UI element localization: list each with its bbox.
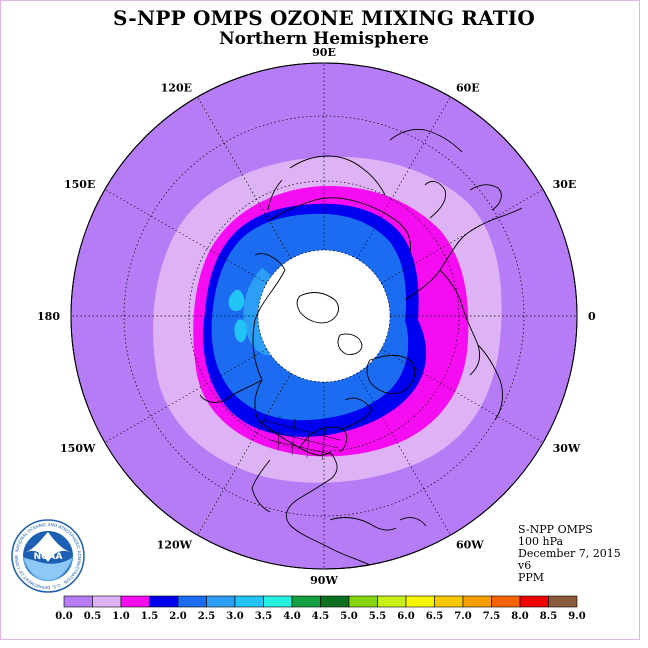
ozone-band-3-0 — [228, 289, 245, 312]
meridian-line — [104, 189, 268, 284]
colorbar-swatch — [291, 595, 321, 608]
colorbar-swatch — [177, 595, 207, 608]
colorbar-label: 7.5 — [483, 611, 500, 622]
colorbar-label: 4.5 — [312, 611, 329, 622]
colorbar-label: 8.0 — [511, 611, 528, 622]
longitude-label: 120E — [161, 81, 192, 94]
colorbar-swatch — [120, 595, 150, 608]
colorbar-swatch — [92, 595, 122, 608]
meridian-line — [356, 372, 451, 536]
colorbar-swatch — [462, 595, 492, 608]
noaa-logo: NOAA NATIONAL OCEANIC AND ATMOSPHERIC AD… — [10, 518, 85, 593]
colorbar-label: 0.5 — [84, 611, 101, 622]
colorbar-label: 4.0 — [283, 611, 300, 622]
colorbar-label: 5.0 — [340, 611, 357, 622]
colorbar-swatch — [491, 595, 521, 608]
info-instrument: S-NPP OMPS — [518, 523, 593, 536]
longitude-label: 150E — [64, 178, 95, 191]
political-boundaries — [261, 414, 341, 461]
colorbar-label: 2.0 — [169, 611, 186, 622]
colorbar-label: 1.0 — [112, 611, 129, 622]
longitude-label: 180 — [37, 310, 60, 323]
map-info: S-NPP OMPS 100 hPa December 7, 2015 v6 P… — [518, 524, 621, 584]
longitude-label: 150W — [60, 442, 96, 455]
meridian-line — [197, 96, 292, 260]
longitude-labels: 90E 60E 30E 0 30W 60W 90W 120W 150W 180 150E 120E — [37, 46, 596, 587]
map-subtitle: Northern Hemisphere — [219, 29, 429, 49]
colorbar-label: 6.0 — [397, 611, 414, 622]
colorbar-swatch — [519, 595, 549, 608]
colorbar-swatch — [434, 595, 464, 608]
longitude-label: 90W — [310, 574, 338, 587]
info-units: PPM — [518, 571, 545, 584]
colorbar-swatch — [234, 595, 264, 608]
meridian-line — [356, 96, 451, 260]
longitude-label: 60E — [456, 81, 480, 94]
longitude-label: 0 — [588, 310, 596, 323]
longitude-label: 90E — [312, 46, 336, 59]
colorbar-swatch — [149, 595, 179, 608]
colorbar-swatch — [405, 595, 435, 608]
figure-frame — [0, 0, 640, 640]
colorbar-swatch — [320, 595, 350, 608]
meridian-line — [104, 348, 268, 443]
noaa-logo-text: NOAA — [34, 552, 63, 562]
info-version: v6 — [518, 559, 532, 572]
colorbar-swatch — [263, 595, 293, 608]
meridian-line — [380, 348, 544, 443]
colorbar-label: 5.5 — [369, 611, 386, 622]
longitude-label: 60W — [456, 539, 484, 552]
colorbar-swatch — [206, 595, 236, 608]
meridian-line — [197, 372, 292, 536]
longitude-label: 30W — [553, 442, 581, 455]
colorbar-swatch — [348, 595, 378, 608]
colorbar-label: 2.5 — [198, 611, 215, 622]
polar-map: 90E 60E 30E 0 30W 60W 90W 120W 150W 180 150E 120E — [37, 46, 596, 587]
colorbar-label: 3.0 — [226, 611, 243, 622]
colorbar-swatch — [63, 595, 93, 608]
colorbar-label: 7.0 — [454, 611, 471, 622]
info-date: December 7, 2015 — [518, 547, 621, 560]
colorbar-label: 0.0 — [55, 611, 72, 622]
meridian-line — [380, 189, 544, 284]
longitude-label: 30E — [553, 178, 577, 191]
colorbar-label: 9.0 — [568, 611, 585, 622]
map-title: S-NPP OMPS OZONE MIXING RATIO — [113, 6, 535, 30]
colorbar-label: 6.5 — [426, 611, 443, 622]
ozone-band-3-0-b — [234, 319, 247, 343]
coastlines — [199, 129, 523, 567]
info-level: 100 hPa — [518, 535, 564, 548]
colorbar-label: 1.5 — [141, 611, 158, 622]
colorbar-label: 3.5 — [255, 611, 272, 622]
colorbar-swatch — [377, 595, 407, 608]
colorbar-label: 8.5 — [540, 611, 557, 622]
meridians — [71, 63, 577, 569]
longitude-label: 120W — [157, 539, 193, 552]
polar-night-area — [258, 250, 390, 382]
colorbar-swatch — [548, 595, 578, 608]
